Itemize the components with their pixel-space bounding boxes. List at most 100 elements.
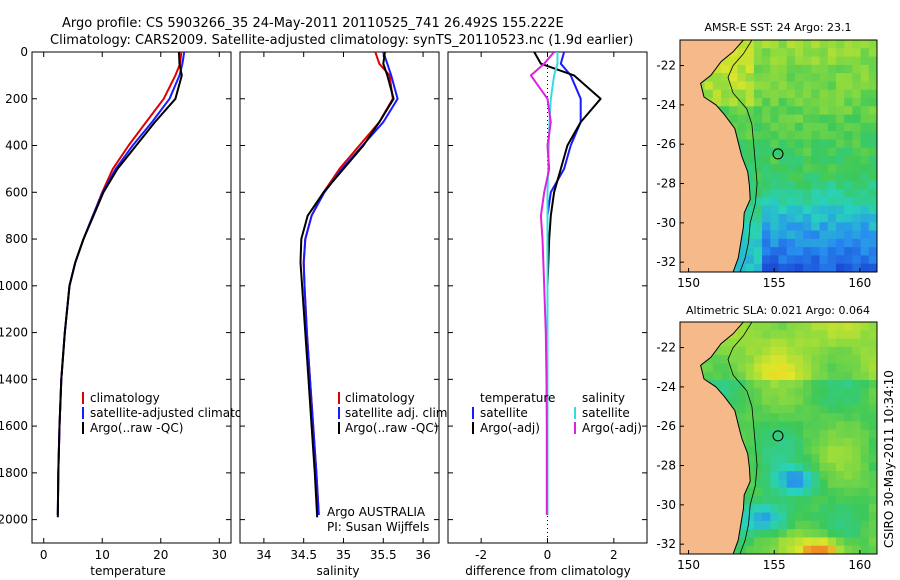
sla-cell <box>852 413 862 423</box>
sla-cell <box>721 355 730 365</box>
sst-cell <box>794 263 804 272</box>
sla-cell <box>770 355 780 365</box>
sst-cell <box>745 156 755 165</box>
sla-cell <box>860 446 870 456</box>
sla-cell <box>860 404 870 414</box>
sst-cell <box>721 106 730 116</box>
sla-cell <box>786 504 796 514</box>
sla-cell <box>827 479 837 489</box>
sst-cell <box>729 73 739 83</box>
sla-cell <box>811 496 821 505</box>
sla-cell <box>819 479 829 489</box>
sst-lat-label: -24 <box>656 98 676 112</box>
sla-cell <box>803 338 812 348</box>
sst-cell <box>819 156 829 165</box>
sla-cell <box>835 404 845 414</box>
sla-cell <box>786 404 796 414</box>
sla-cell <box>835 388 845 398</box>
sla-cell <box>827 471 837 481</box>
sst-cell <box>852 73 862 83</box>
sla-cell <box>778 529 788 539</box>
sla-cell <box>753 355 763 365</box>
sla-cell <box>745 355 755 365</box>
sla-cell <box>778 404 788 414</box>
sst-cell <box>753 106 763 116</box>
sla-float-marker <box>772 430 784 442</box>
sla-cell <box>729 330 739 340</box>
sla-cell <box>819 487 829 497</box>
sst-cell <box>794 64 804 74</box>
sla-cell <box>844 529 853 539</box>
sst-cell <box>852 131 862 141</box>
sla-cell <box>729 346 739 356</box>
sla-cell <box>852 322 862 331</box>
sst-cell <box>868 180 877 190</box>
sla-cell <box>868 429 877 439</box>
sst-cell <box>827 147 837 157</box>
pressure-tick-label: 1800 <box>0 466 28 480</box>
sla-cell <box>753 496 763 505</box>
pressure-tick-label: 1000 <box>0 279 28 293</box>
sla-cell <box>770 496 780 505</box>
sla-cell <box>721 388 730 398</box>
sst-cell <box>827 180 837 190</box>
sst-cell <box>860 263 870 272</box>
sst-land-mass <box>680 40 751 272</box>
sst-cell <box>835 164 845 174</box>
sst-lon-label: 155 <box>763 276 786 290</box>
sst-cell <box>786 197 796 207</box>
sla-cell <box>852 537 862 547</box>
pressure-tick-label: 2000 <box>0 513 28 527</box>
sla-cell <box>803 322 812 331</box>
difference-xlabel: difference from climatology <box>465 564 631 578</box>
sst-cell <box>712 73 722 83</box>
sla-cell <box>819 404 829 414</box>
sla-cell <box>860 371 870 381</box>
sla-map-panel: Altimetric SLA: 0.021 Argo: 0.064 150 155… <box>656 304 878 572</box>
sst-cell <box>852 197 862 207</box>
sst-cell <box>794 205 804 215</box>
diff-legend-temperature-header: temperature <box>480 391 555 405</box>
sst-cell <box>778 156 788 165</box>
difference-panel: -2 0 2 difference from climatology tempera… <box>447 51 648 578</box>
sla-cell <box>803 438 812 447</box>
sla-cell <box>827 322 837 331</box>
sst-cell <box>860 205 870 215</box>
sst-cell <box>811 189 821 199</box>
sst-cell <box>803 156 812 165</box>
sst-cell <box>753 164 763 174</box>
sst-cell <box>852 172 862 182</box>
sst-cell <box>844 122 853 132</box>
sst-cell <box>753 122 763 132</box>
sst-cell <box>811 40 821 49</box>
sst-cell <box>770 172 780 182</box>
sla-cell <box>811 429 821 439</box>
sst-cell <box>762 89 771 99</box>
sst-cell <box>737 89 747 99</box>
sla-cell <box>844 462 853 472</box>
sst-cell <box>860 114 870 124</box>
sla-cell <box>844 446 853 456</box>
sst-cell <box>770 255 780 265</box>
sst-cell <box>770 106 780 116</box>
sst-cell <box>827 89 837 99</box>
series-line-argo-raw-qc- <box>56 52 183 518</box>
sst-cell <box>712 89 722 99</box>
sst-cell <box>762 172 771 182</box>
sla-cell <box>811 396 821 406</box>
sst-cell <box>868 81 877 91</box>
sla-cell <box>794 462 804 472</box>
sst-lon-label: 160 <box>848 276 871 290</box>
sst-cell <box>778 131 788 141</box>
sla-cell <box>737 529 747 539</box>
difference-y-ticks <box>448 51 647 521</box>
sla-cell <box>811 330 821 340</box>
sla-cell <box>852 520 862 530</box>
sla-cell <box>811 413 821 423</box>
sst-cell <box>737 238 747 248</box>
sla-cell <box>786 413 796 423</box>
sst-cell <box>819 164 829 174</box>
sst-cell <box>852 64 862 74</box>
sal-legend-label-argo: Argo(..raw -QC) <box>345 421 438 435</box>
sla-cell <box>745 380 755 389</box>
